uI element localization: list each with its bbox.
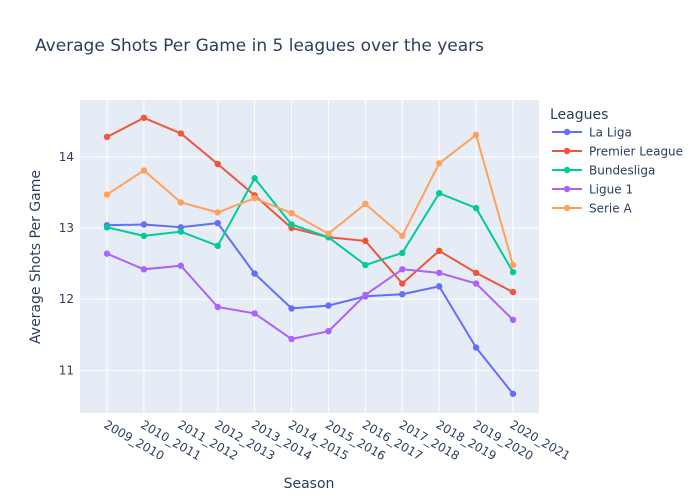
legend-label: Bundesliga xyxy=(589,164,655,178)
legend-title: Leagues xyxy=(550,107,608,123)
legend-item-la-liga[interactable]: La Liga xyxy=(552,126,632,140)
data-point-premier-league xyxy=(472,269,480,277)
data-point-la-liga xyxy=(251,270,258,277)
series-line-premier-league xyxy=(106,116,514,293)
data-point-bundesliga xyxy=(435,189,443,197)
legend-swatch-marker xyxy=(563,147,571,155)
data-point-ligue-1 xyxy=(177,262,185,269)
series-group xyxy=(103,114,517,397)
data-point-bundesliga xyxy=(140,232,148,240)
data-point-la-liga xyxy=(399,291,406,298)
data-point-premier-league xyxy=(399,280,406,287)
legend-item-serie-a[interactable]: Serie A xyxy=(552,202,632,216)
series-line-bundesliga xyxy=(106,176,514,273)
legend[interactable]: Leagues La Liga Premier League Bundesliga L… xyxy=(550,107,683,216)
data-point-premier-league xyxy=(509,288,517,296)
grid-lines xyxy=(80,100,539,413)
series-line-ligue-1 xyxy=(106,252,514,341)
data-point-ligue-1 xyxy=(472,280,480,287)
x-tick-labels: 2009_20102010_20112011_20122012_20132013… xyxy=(102,417,573,463)
data-point-bundesliga xyxy=(509,268,517,276)
data-point-la-liga xyxy=(140,221,148,228)
legend-item-bundesliga[interactable]: Bundesliga xyxy=(552,164,655,178)
data-point-premier-league xyxy=(362,237,369,245)
data-point-bundesliga xyxy=(251,175,258,182)
y-tick-label: 11 xyxy=(59,363,74,377)
data-point-serie-a xyxy=(325,230,332,237)
data-point-premier-league xyxy=(140,114,148,121)
series-line-la-liga xyxy=(106,222,514,395)
legend-item-ligue-1[interactable]: Ligue 1 xyxy=(552,183,633,197)
chart-title: Average Shots Per Game in 5 leagues over… xyxy=(35,36,484,56)
series-line-serie-a xyxy=(106,133,514,266)
data-point-bundesliga xyxy=(362,261,369,269)
data-point-ligue-1 xyxy=(140,266,148,273)
legend-swatch-marker xyxy=(563,166,571,174)
y-tick-labels: 11 12 13 14 xyxy=(59,150,74,377)
data-point-serie-a xyxy=(214,209,221,216)
legend-label: Premier League xyxy=(589,145,683,159)
data-point-serie-a xyxy=(288,209,295,217)
data-point-serie-a xyxy=(472,131,480,139)
data-point-bundesliga xyxy=(399,249,406,257)
data-point-la-liga xyxy=(214,219,221,227)
data-point-la-liga xyxy=(288,305,295,312)
data-point-serie-a xyxy=(399,232,406,240)
legend-swatch-marker xyxy=(563,185,571,193)
data-point-serie-a xyxy=(362,200,369,208)
legend-swatch-marker xyxy=(563,204,571,212)
data-point-serie-a xyxy=(509,261,517,269)
plot-area xyxy=(80,100,539,413)
legend-swatch-marker xyxy=(563,128,571,136)
data-point-ligue-1 xyxy=(103,250,111,257)
data-point-bundesliga xyxy=(103,224,111,231)
data-point-premier-league xyxy=(435,247,443,255)
data-point-serie-a xyxy=(103,191,111,198)
data-point-ligue-1 xyxy=(399,266,406,273)
data-point-ligue-1 xyxy=(362,291,369,299)
data-point-serie-a xyxy=(177,199,185,206)
data-point-bundesliga xyxy=(288,221,295,228)
data-point-serie-a xyxy=(140,167,148,174)
legend-item-premier-league[interactable]: Premier League xyxy=(552,145,683,159)
data-point-premier-league xyxy=(177,130,185,137)
data-point-ligue-1 xyxy=(288,335,295,343)
y-tick-label: 13 xyxy=(59,221,74,235)
data-point-la-liga xyxy=(435,283,443,290)
y-tick-label: 12 xyxy=(59,292,74,306)
data-point-bundesliga xyxy=(214,242,221,250)
data-point-ligue-1 xyxy=(251,310,258,317)
data-point-ligue-1 xyxy=(509,316,517,324)
data-point-bundesliga xyxy=(472,204,480,212)
legend-label: Ligue 1 xyxy=(589,183,633,197)
data-point-serie-a xyxy=(251,194,258,202)
data-point-ligue-1 xyxy=(325,327,332,335)
data-point-bundesliga xyxy=(177,228,185,235)
data-point-la-liga xyxy=(325,302,332,309)
data-point-la-liga xyxy=(472,344,480,351)
legend-label: La Liga xyxy=(589,126,632,140)
data-point-premier-league xyxy=(214,160,221,168)
data-point-ligue-1 xyxy=(214,303,221,311)
data-point-ligue-1 xyxy=(435,269,443,277)
x-axis-label: Season xyxy=(284,476,335,492)
data-point-la-liga xyxy=(509,390,517,397)
data-point-serie-a xyxy=(435,160,443,167)
y-axis-label: Average Shots Per Game xyxy=(28,170,44,344)
y-tick-label: 14 xyxy=(59,150,74,164)
data-point-premier-league xyxy=(103,133,111,141)
legend-label: Serie A xyxy=(589,202,632,216)
